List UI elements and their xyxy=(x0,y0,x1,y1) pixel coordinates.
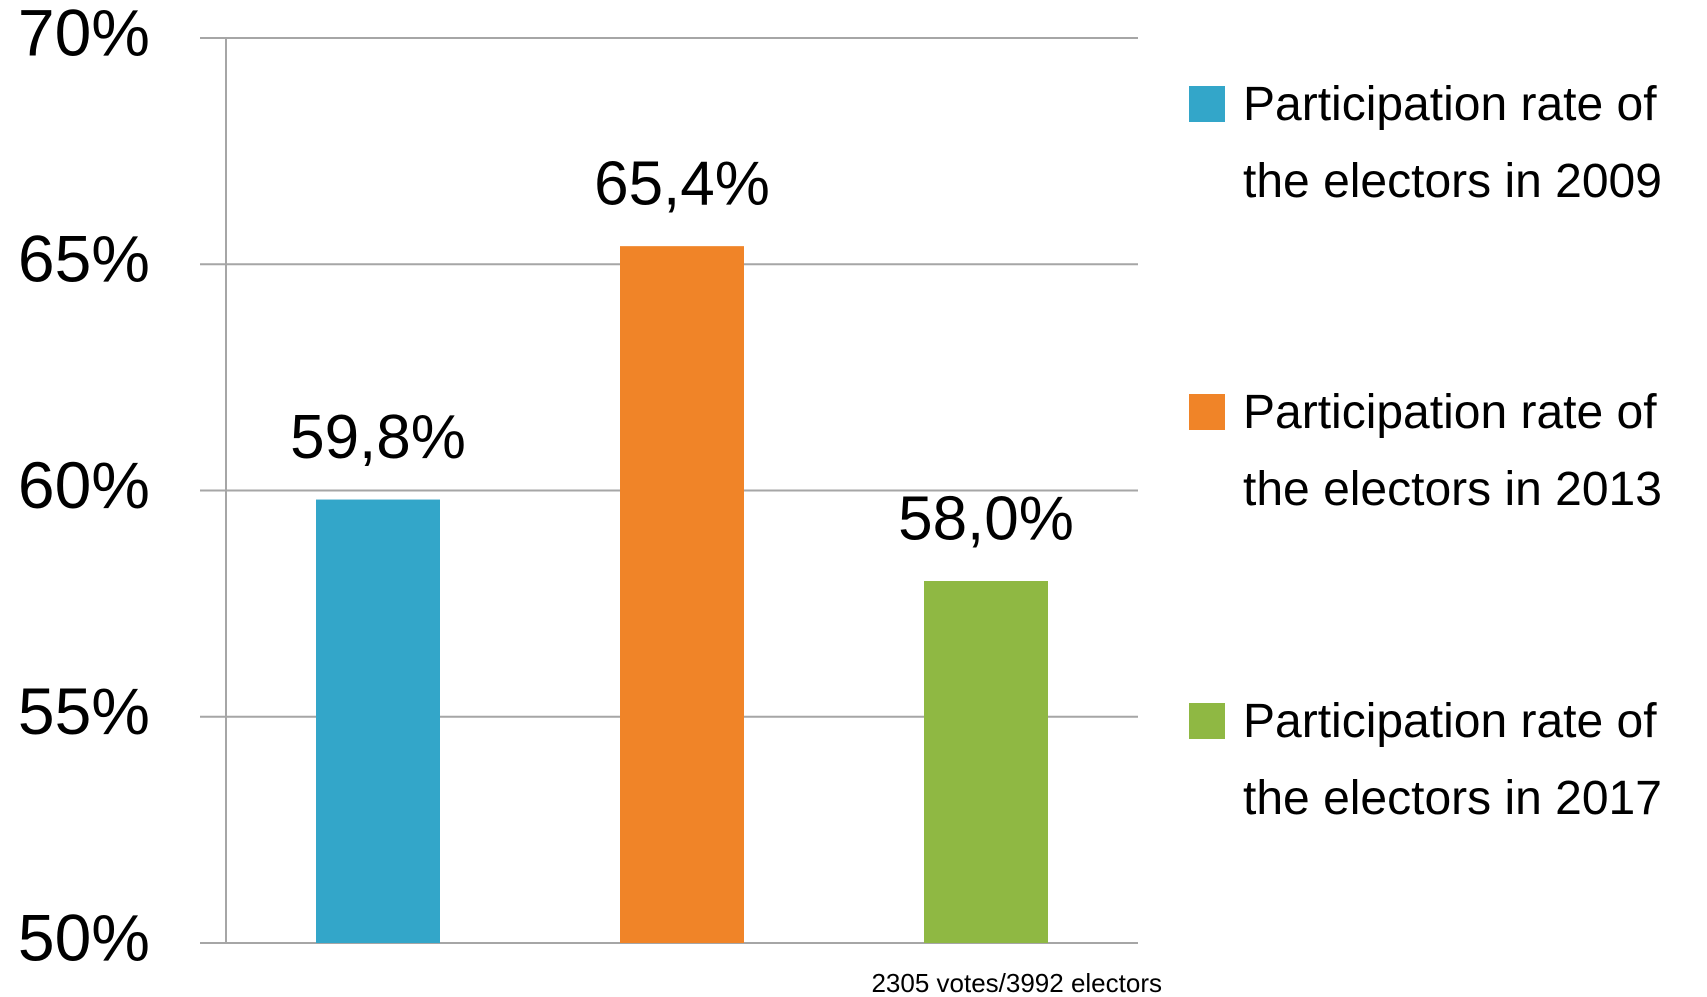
y-tick-label: 60% xyxy=(18,448,150,522)
annotation: 2305 votes/3992 electors xyxy=(871,968,1162,997)
value-label: 59,8% xyxy=(290,403,466,472)
y-tick-label: 55% xyxy=(18,674,150,748)
legend-item: Participation rate of the electors in 20… xyxy=(1189,683,1699,837)
value-label: 58,0% xyxy=(898,484,1074,553)
y-tick-label: 65% xyxy=(18,222,150,296)
legend-item: Participation rate of the electors in 20… xyxy=(1189,374,1699,528)
legend-swatch xyxy=(1189,86,1225,122)
legend-label: Participation rate of the electors in 20… xyxy=(1243,78,1662,208)
bar xyxy=(924,581,1048,943)
legend-label: Participation rate of the electors in 20… xyxy=(1243,695,1662,825)
bar xyxy=(316,499,440,943)
legend-label: Participation rate of the electors in 20… xyxy=(1243,386,1662,516)
legend-item: Participation rate of the electors in 20… xyxy=(1189,66,1699,220)
value-label: 65,4% xyxy=(594,150,770,219)
y-tick-label: 50% xyxy=(18,900,150,974)
bar xyxy=(620,246,744,943)
legend-swatch xyxy=(1189,703,1225,739)
y-tick-label: 70% xyxy=(18,0,150,69)
legend-swatch xyxy=(1189,394,1225,430)
